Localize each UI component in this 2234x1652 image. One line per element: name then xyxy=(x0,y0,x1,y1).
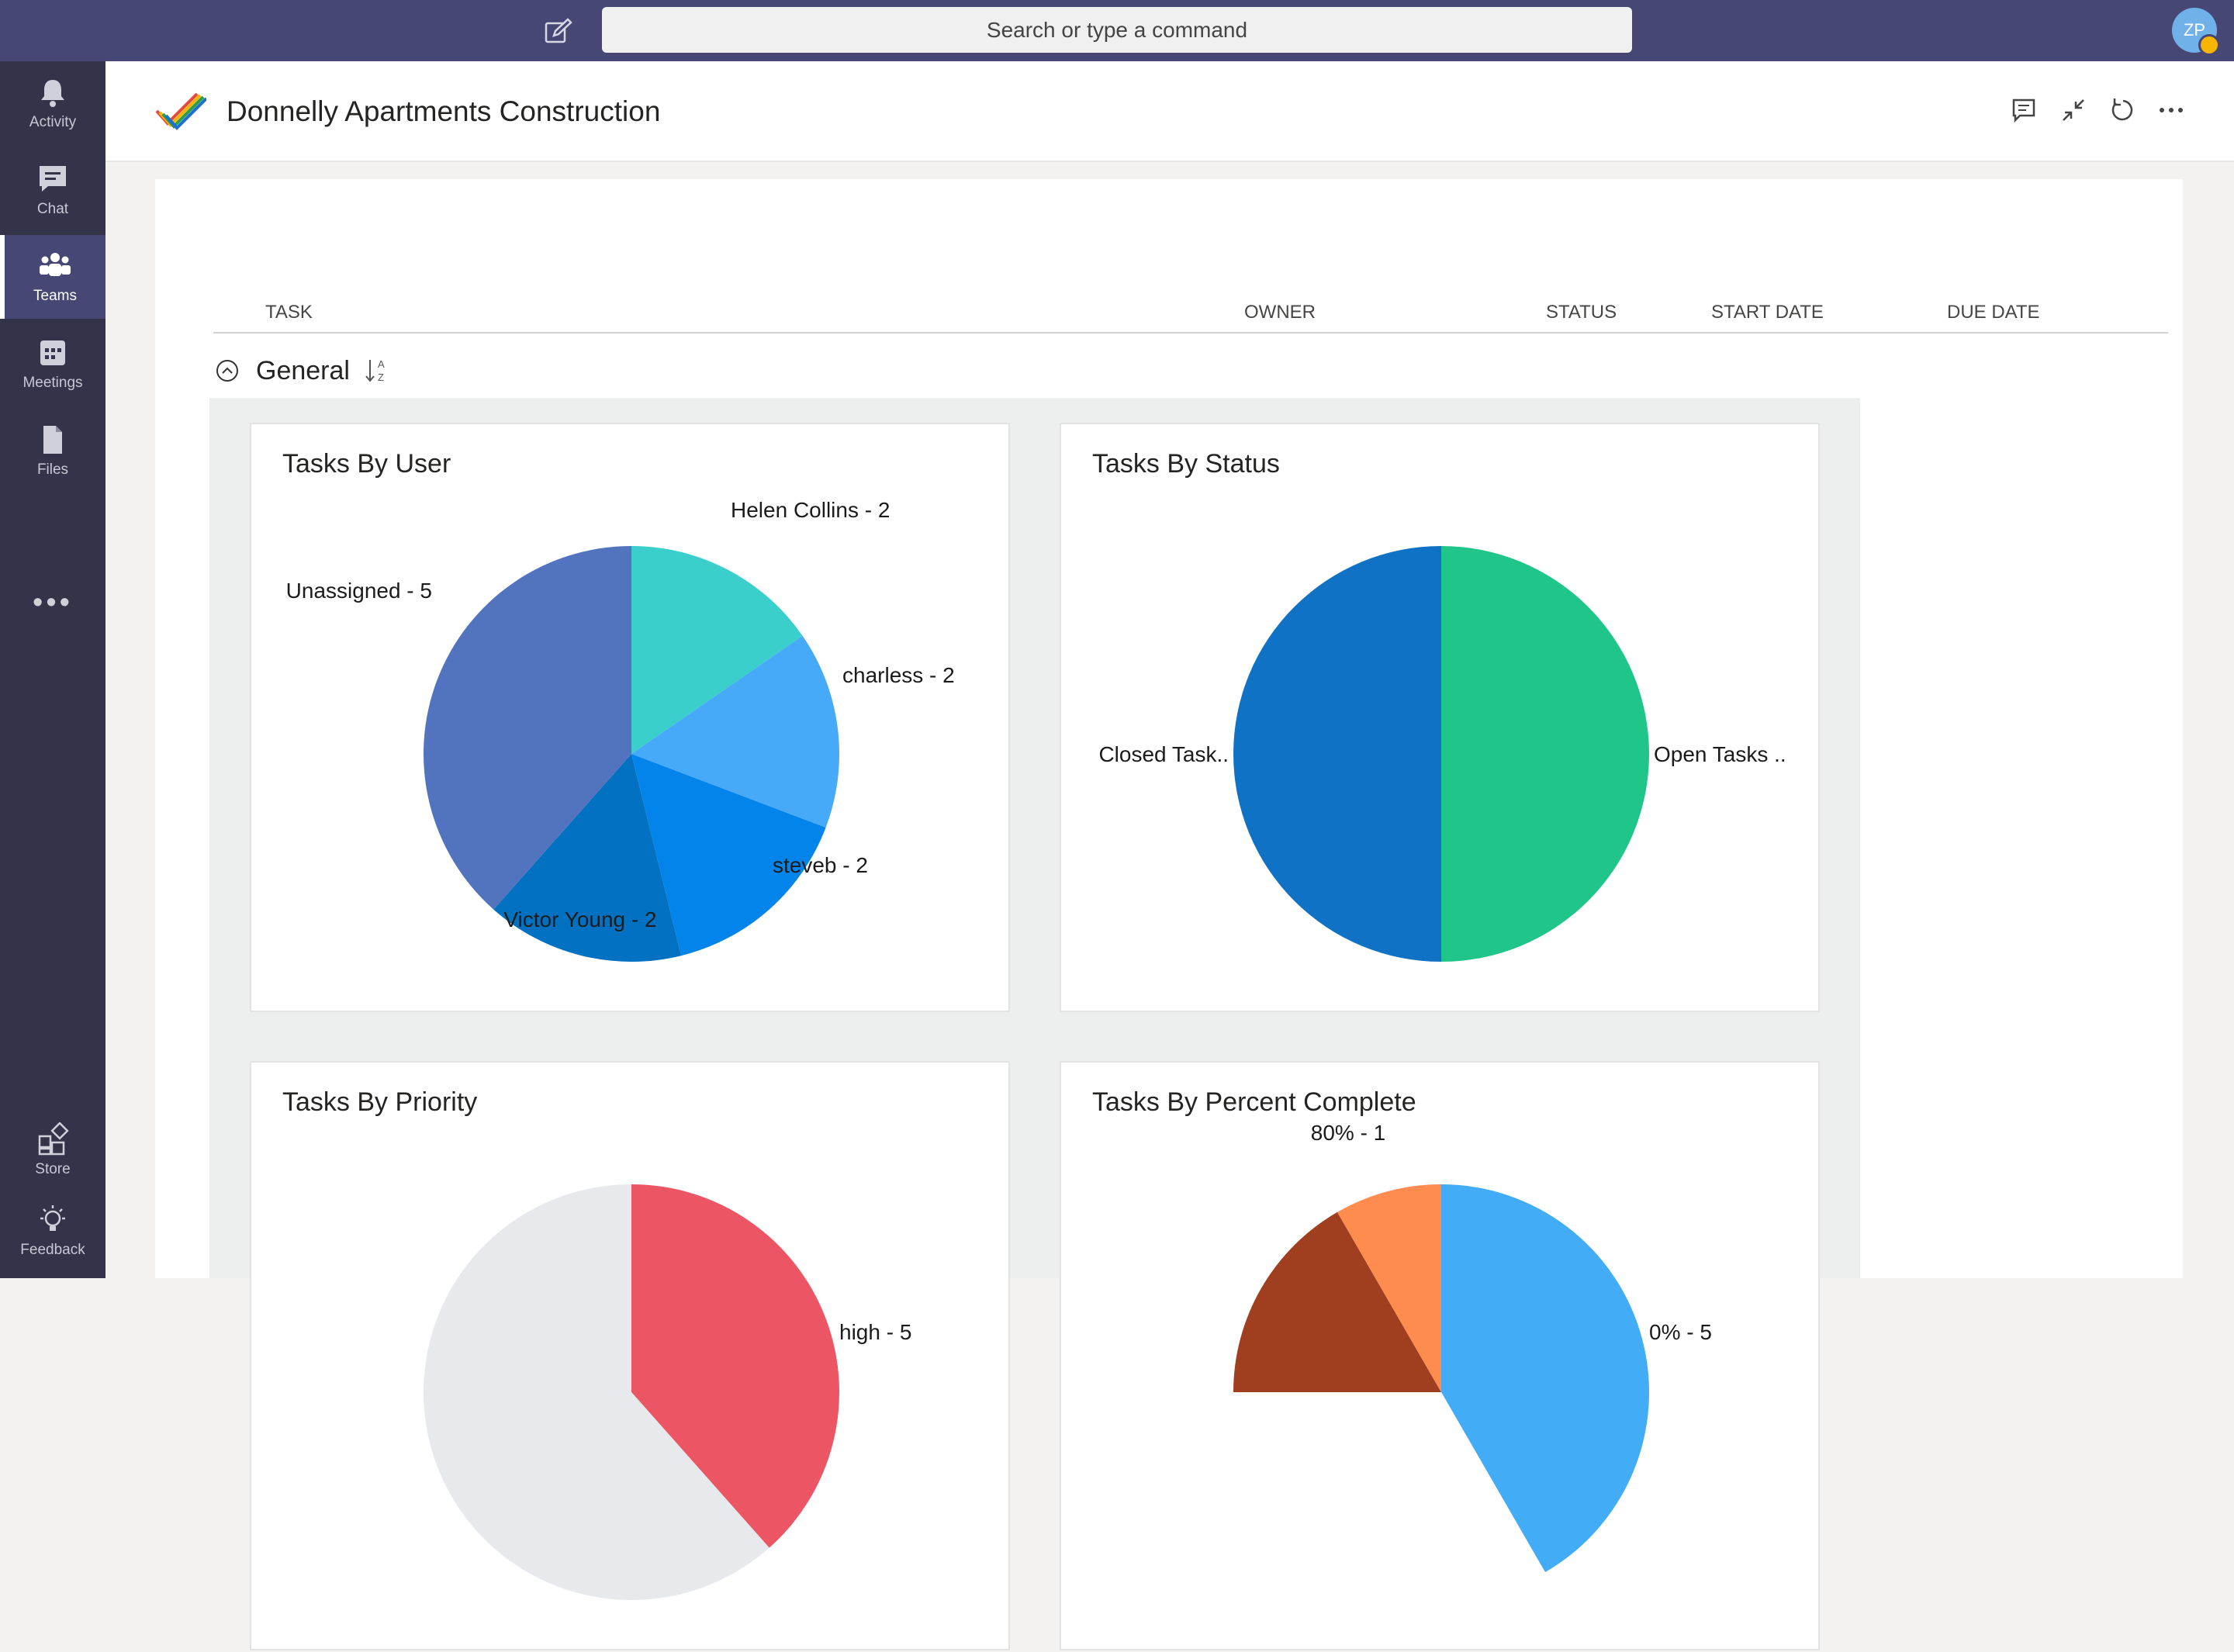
refresh-icon[interactable] xyxy=(2108,95,2138,125)
rail-item-meetings[interactable]: Meetings xyxy=(0,322,105,406)
svg-text:Z: Z xyxy=(378,372,384,383)
conversation-icon[interactable] xyxy=(2009,95,2039,125)
collapse-icon[interactable] xyxy=(2059,95,2088,125)
pie-chart-tasks-by-status: Open Tasks .. Closed Task.. xyxy=(1098,546,1786,962)
pie-chart-tasks-by-priority: high - 5 xyxy=(423,1184,911,1600)
chart-title: Tasks By Status xyxy=(1092,449,1280,479)
slice-label: steveb - 2 xyxy=(773,853,868,877)
rail-item-chat[interactable]: Chat xyxy=(0,148,105,232)
rail-item-label: Store xyxy=(35,1161,71,1177)
pie-slice[interactable] xyxy=(631,754,826,956)
lightbulb-icon xyxy=(40,1205,65,1231)
rail-item-label: Feedback xyxy=(20,1242,85,1258)
chart-title: Tasks By Percent Complete xyxy=(1092,1087,1416,1117)
file-icon xyxy=(43,426,62,454)
main-area: Donnelly Apartments Construction TASK OW… xyxy=(105,61,2234,1650)
group-header: General A Z xyxy=(214,351,393,390)
chevron-up-icon[interactable] xyxy=(214,358,240,384)
store-icon xyxy=(38,1122,69,1156)
slice-label: Helen Collins - 2 xyxy=(731,498,890,522)
column-header-due-date[interactable]: DUE DATE xyxy=(1947,302,2040,323)
sort-az-icon[interactable]: A Z xyxy=(362,355,393,386)
app-logo-checkmark-icon xyxy=(155,92,206,130)
status-badge xyxy=(2198,34,2220,56)
page-title: Donnelly Apartments Construction xyxy=(227,95,661,127)
header-divider xyxy=(213,332,2168,334)
rail-item-store[interactable]: Store xyxy=(0,1108,105,1192)
pie-slice[interactable] xyxy=(1441,546,1649,962)
slice-label: 0% - 5 xyxy=(1649,1320,1712,1344)
rail-item-label: Meetings xyxy=(22,375,83,391)
column-header-owner[interactable]: OWNER xyxy=(1244,302,1316,323)
more-apps-icon[interactable]: ••• xyxy=(33,586,73,619)
chart-card-tasks-by-percent-complete: Tasks By Percent Complete 0% - 5 80% - 1 xyxy=(1060,1061,1820,1650)
app-header: Donnelly Apartments Construction xyxy=(105,61,2234,162)
rail-item-feedback[interactable]: Feedback xyxy=(0,1189,105,1273)
task-board: TASK OWNER STATUS START DATE DUE DATE Ge… xyxy=(155,179,2183,1650)
svg-text:A: A xyxy=(378,358,385,370)
rail-item-activity[interactable]: Activity xyxy=(0,61,105,145)
pie-slice[interactable] xyxy=(493,754,682,962)
search-input[interactable]: Search or type a command xyxy=(602,7,1632,53)
rail-item-files[interactable]: Files xyxy=(0,409,105,492)
pie-slice[interactable] xyxy=(631,635,839,828)
pie-chart-tasks-by-percent-complete: 0% - 5 80% - 1 xyxy=(1233,1121,1712,1600)
chart-card-tasks-by-status: Tasks By Status Open Tasks .. Closed Task… xyxy=(1060,423,1820,1012)
rail-item-teams[interactable]: Teams xyxy=(0,235,105,319)
slice-label: Victor Young - 2 xyxy=(503,907,656,931)
compose-icon[interactable] xyxy=(543,17,574,45)
rail-item-label: Chat xyxy=(36,201,69,217)
chat-icon xyxy=(40,166,66,192)
group-title: General xyxy=(256,355,350,385)
pie-slice[interactable] xyxy=(631,546,803,754)
slice-label: Closed Task.. xyxy=(1098,742,1229,766)
title-bar: Search or type a command ZP xyxy=(0,0,2234,61)
column-header-task[interactable]: TASK xyxy=(265,302,313,323)
column-header-start-date[interactable]: START DATE xyxy=(1711,302,1824,323)
bell-icon xyxy=(41,80,64,107)
rail-item-label: Files xyxy=(36,461,69,478)
app-rail: Activity Chat Teams Meetings xyxy=(0,61,105,1278)
slice-label: high - 5 xyxy=(839,1320,911,1344)
slice-label: 80% - 1 xyxy=(1311,1121,1386,1145)
pie-slice[interactable] xyxy=(1233,546,1441,962)
chart-title: Tasks By Priority xyxy=(282,1087,478,1117)
chart-card-tasks-by-priority: Tasks By Priority high - 5 xyxy=(250,1061,1010,1650)
slice-label: Open Tasks .. xyxy=(1654,742,1786,766)
chart-card-tasks-by-user: Tasks By User Helen Collins - 2 charless … xyxy=(250,423,1010,1012)
slice-label: Unassigned - 5 xyxy=(286,579,432,603)
more-icon[interactable] xyxy=(2156,95,2186,125)
teams-icon xyxy=(40,253,71,276)
rail-item-label: Teams xyxy=(33,288,77,304)
chart-title: Tasks By User xyxy=(282,449,451,479)
slice-label: charless - 2 xyxy=(842,663,955,687)
charts-dashboard: Tasks By User Helen Collins - 2 charless … xyxy=(209,398,1860,1650)
rail-item-label: Activity xyxy=(29,114,77,130)
column-header-status[interactable]: STATUS xyxy=(1546,302,1617,323)
calendar-icon xyxy=(40,340,65,365)
pie-chart-tasks-by-user: Helen Collins - 2 charless - 2 steveb - 2 V… xyxy=(286,498,955,962)
pie-slice[interactable] xyxy=(424,546,631,910)
